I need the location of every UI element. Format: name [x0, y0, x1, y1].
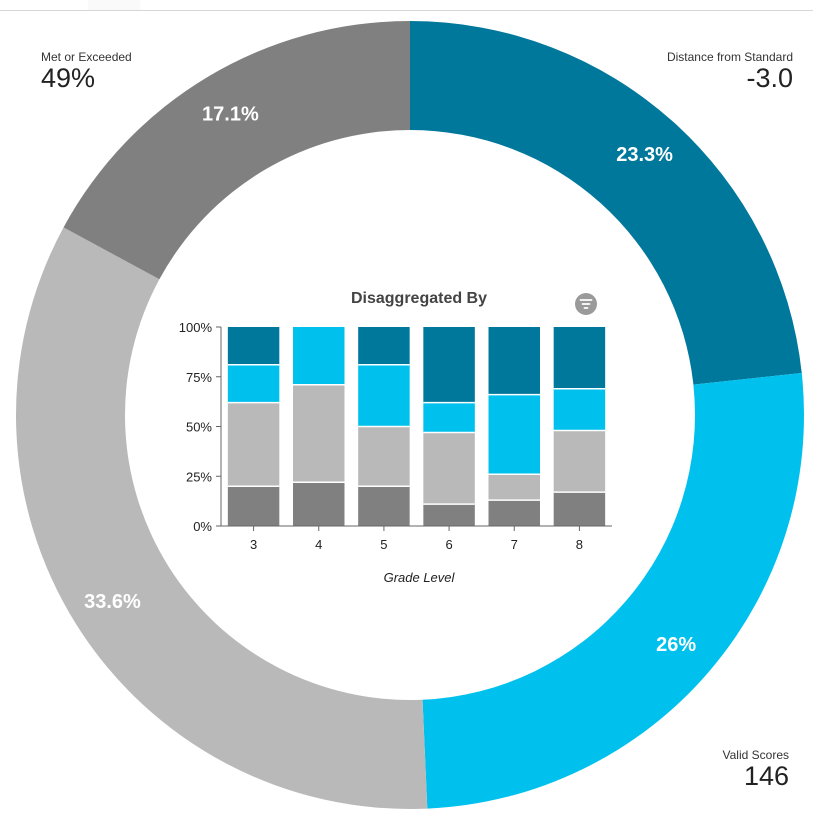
donut-chart: 23.3% 26% 33.6% 17.1%	[15, 21, 804, 809]
header-tab[interactable]	[88, 0, 140, 10]
bar-segment-grade-5-series-1[interactable]	[358, 486, 410, 526]
chart-title: Disaggregated By	[351, 290, 487, 307]
y-tick-label: 50%	[186, 420, 212, 435]
met-or-exceeded-stat: Met or Exceeded 49%	[41, 50, 132, 92]
donut-slice-2[interactable]	[422, 372, 804, 809]
bar-segment-grade-8-series-2[interactable]	[553, 430, 606, 493]
x-tick-label: 5	[380, 537, 387, 552]
bar-segment-grade-5-series-3[interactable]	[358, 364, 410, 427]
bar-segment-grade-4-series-1[interactable]	[293, 482, 345, 526]
bar-segment-grade-3-series-1[interactable]	[227, 486, 280, 526]
x-tick-label: 7	[511, 537, 518, 552]
bar-segment-grade-6-series-1[interactable]	[423, 504, 475, 526]
bar-segment-grade-3-series-2[interactable]	[227, 402, 280, 487]
bar-segment-grade-6-series-2[interactable]	[423, 432, 475, 505]
distance-from-standard-value: -3.0	[746, 63, 793, 93]
x-tick-label: 4	[315, 537, 322, 552]
bar-segment-grade-3-series-4[interactable]	[227, 327, 280, 365]
stacked-bar-chart: Disaggregated By 3 4 5 6 7 8 0% 25% 50% 75% 100% G…	[179, 290, 612, 585]
x-tick-label: 3	[250, 537, 257, 552]
valid-scores-label: Valid Scores	[722, 748, 789, 762]
header-divider	[0, 10, 813, 11]
donut-slice-label-2: 26%	[656, 634, 696, 656]
bar-segment-grade-3-series-3[interactable]	[227, 364, 280, 403]
donut-slice-label-4: 17.1%	[202, 103, 259, 125]
y-tick-label: 100%	[179, 320, 213, 335]
x-axis-title: Grade Level	[384, 570, 456, 585]
x-tick-label: 8	[576, 537, 583, 552]
valid-scores-stat: Valid Scores 146	[723, 748, 789, 790]
donut-slice-label-3: 33.6%	[84, 591, 141, 613]
donut-slice-4[interactable]	[63, 21, 410, 280]
donut-slice-3[interactable]	[15, 227, 428, 809]
met-or-exceeded-value: 49%	[41, 63, 96, 93]
y-tick-label: 25%	[186, 469, 212, 484]
y-tick-label: 0%	[193, 519, 212, 534]
bar-segment-grade-8-series-3[interactable]	[553, 388, 606, 431]
bar-segment-grade-7-series-1[interactable]	[488, 500, 540, 526]
bar-segment-grade-4-series-2[interactable]	[293, 384, 345, 483]
bar-segment-grade-5-series-4[interactable]	[358, 327, 410, 365]
bar-segment-grade-8-series-4[interactable]	[553, 327, 606, 389]
bar-segment-grade-6-series-4[interactable]	[423, 327, 475, 403]
x-tick-label: 6	[445, 537, 452, 552]
filter-icon[interactable]	[575, 293, 597, 315]
bar-segment-grade-7-series-4[interactable]	[488, 327, 540, 395]
bar-segment-grade-5-series-2[interactable]	[358, 426, 410, 487]
donut-slice-1[interactable]	[410, 21, 802, 385]
bar-segment-grade-7-series-2[interactable]	[488, 474, 540, 501]
y-tick-label: 75%	[186, 370, 212, 385]
distance-from-standard-label: Distance from Standard	[666, 50, 793, 64]
valid-scores-value: 146	[743, 761, 789, 791]
distance-from-standard-stat: Distance from Standard -3.0	[667, 50, 793, 92]
bar-segment-grade-8-series-1[interactable]	[553, 492, 606, 526]
bar-segment-grade-6-series-3[interactable]	[423, 402, 475, 433]
donut-slice-label-1: 23.3%	[616, 144, 673, 166]
met-or-exceeded-label: Met or Exceeded	[41, 50, 132, 64]
bar-segment-grade-4-series-3[interactable]	[293, 327, 345, 385]
bar-segment-grade-7-series-3[interactable]	[488, 394, 540, 475]
